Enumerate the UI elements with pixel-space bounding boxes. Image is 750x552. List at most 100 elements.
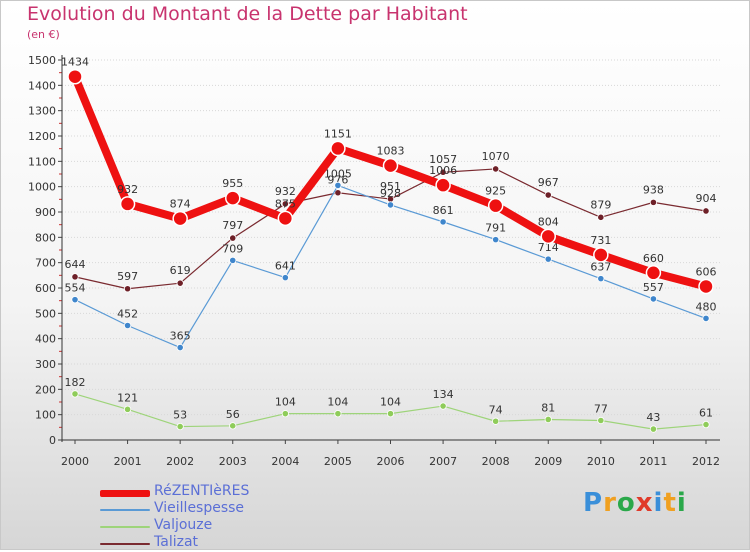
data-point [593, 247, 609, 263]
data-point [439, 218, 447, 226]
data-label: 874 [170, 198, 191, 211]
data-label: 61 [699, 407, 713, 420]
data-label: 597 [117, 270, 138, 283]
x-tick-label: 2002 [166, 455, 194, 468]
y-tick-label: 700 [35, 257, 56, 270]
data-label: 1057 [429, 153, 457, 166]
x-tick-label: 2000 [61, 455, 89, 468]
data-label: 480 [696, 300, 717, 313]
data-point [702, 420, 710, 429]
data-label: 56 [226, 408, 240, 421]
data-label: 637 [590, 261, 611, 274]
logo-letter: i [653, 488, 664, 518]
data-label: 932 [117, 183, 138, 196]
data-label: 861 [433, 204, 454, 217]
data-label: 644 [65, 258, 86, 271]
y-tick-label: 1000 [28, 181, 56, 194]
data-label: 1005 [324, 167, 352, 180]
data-label: 74 [489, 403, 503, 416]
data-point [71, 273, 79, 281]
data-point [330, 140, 346, 157]
legend-item: RéZENTIèRES [100, 483, 360, 501]
data-label: 1151 [324, 127, 352, 140]
data-point [386, 201, 395, 209]
data-label: 976 [327, 174, 348, 187]
data-point [597, 416, 605, 425]
data-label: 365 [170, 330, 191, 343]
data-point [176, 343, 184, 352]
data-point [544, 415, 552, 424]
y-tick-label: 0 [49, 434, 56, 447]
data-label: 557 [643, 281, 664, 294]
data-label: 104 [327, 396, 348, 409]
legend-label: Valjouze [154, 517, 213, 533]
data-label: 77 [594, 402, 608, 415]
data-point [229, 256, 237, 264]
y-tick-label: 1300 [28, 105, 56, 118]
x-tick-label: 2010 [587, 455, 615, 468]
data-label: 1070 [482, 150, 510, 163]
y-tick-label: 600 [35, 282, 56, 295]
data-point [281, 200, 289, 208]
data-point [645, 265, 662, 281]
legend-label: RéZENTIèRES [154, 483, 250, 499]
line-chart: 0 100 200 300 400 500 600 700 800 900 1000 1100 1200… [28, 54, 720, 468]
data-label: 938 [643, 183, 664, 196]
data-point [492, 165, 500, 173]
data-label: 606 [696, 265, 717, 278]
data-point [597, 275, 605, 283]
data-point [123, 405, 132, 413]
data-label: 1083 [377, 145, 405, 158]
data-point [281, 274, 289, 282]
data-point [649, 425, 658, 433]
data-label: 134 [433, 388, 454, 401]
data-point [225, 190, 241, 206]
data-label: 43 [646, 411, 660, 424]
legend-swatch [100, 509, 150, 511]
y-tick-label: 500 [35, 307, 56, 320]
data-point [334, 410, 342, 418]
legend: RéZENTIèRES Vieillespesse Valjouze Talizat [100, 483, 360, 552]
y-tick-label: 100 [35, 409, 56, 422]
data-label: 955 [222, 177, 243, 190]
x-tick-label: 2009 [534, 455, 562, 468]
data-label: 53 [173, 409, 187, 422]
logo-letter: r [603, 488, 617, 518]
data-point [277, 210, 294, 227]
data-label: 554 [65, 282, 86, 295]
data-label: 81 [541, 401, 555, 414]
data-label: 925 [485, 185, 506, 198]
data-label: 182 [65, 376, 86, 389]
data-point [435, 177, 451, 193]
data-label: 731 [590, 234, 611, 247]
data-point [649, 295, 658, 303]
x-tick-label: 2003 [219, 455, 247, 468]
legend-swatch [100, 526, 150, 528]
data-label: 104 [380, 396, 401, 409]
data-point [487, 197, 504, 214]
data-point [540, 228, 556, 245]
data-label: 1434 [61, 56, 89, 69]
y-tick-label: 200 [35, 383, 56, 396]
proxiti-logo: Proxiti [583, 488, 687, 518]
x-tick-label: 2005 [324, 455, 352, 468]
data-point [544, 191, 552, 199]
data-point [334, 189, 342, 197]
data-point [492, 236, 500, 244]
data-point [229, 234, 237, 242]
data-point [172, 210, 188, 227]
data-label: 121 [117, 391, 138, 404]
data-point [334, 181, 342, 189]
logo-letter: t [663, 488, 677, 518]
data-point [386, 410, 395, 418]
logo-letter: i [676, 488, 687, 518]
data-point [439, 402, 447, 410]
legend-label: Talizat [154, 534, 199, 550]
data-point [71, 296, 79, 304]
data-label: 932 [275, 185, 296, 198]
data-label: 791 [485, 222, 506, 235]
y-tick-label: 1200 [28, 130, 56, 143]
data-label: 1006 [429, 164, 457, 177]
legend-item: Vieillespesse [100, 500, 360, 518]
